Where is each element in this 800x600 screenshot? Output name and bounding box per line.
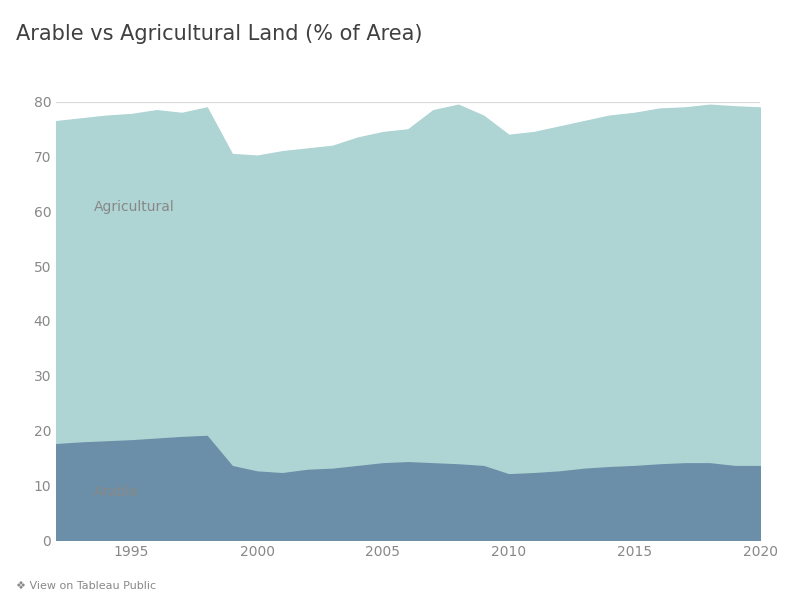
Text: ❖ View on Tableau Public: ❖ View on Tableau Public bbox=[16, 581, 156, 591]
Text: Arable: Arable bbox=[94, 485, 139, 499]
Text: Agricultural: Agricultural bbox=[94, 200, 174, 214]
Text: Arable vs Agricultural Land (% of Area): Arable vs Agricultural Land (% of Area) bbox=[16, 24, 422, 44]
